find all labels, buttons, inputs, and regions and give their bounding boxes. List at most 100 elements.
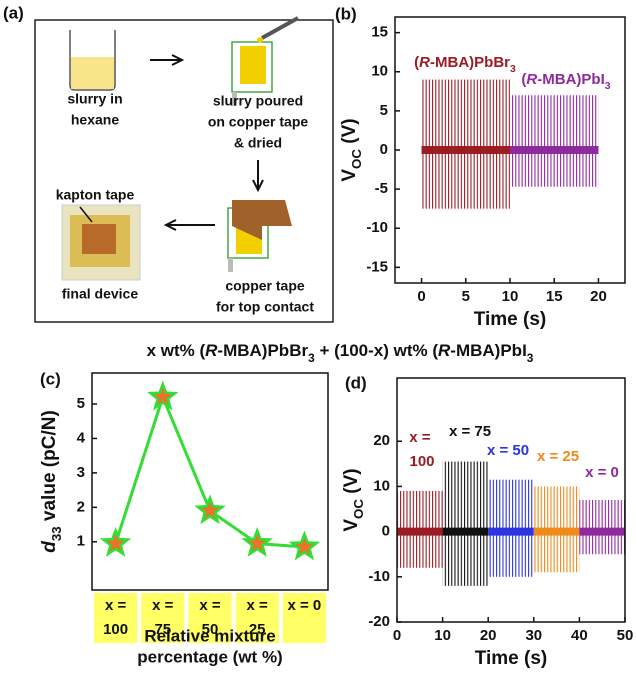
baseline <box>397 527 443 536</box>
signal-band <box>442 461 489 586</box>
legend-label: (R-MBA)PbI3​ <box>521 71 610 92</box>
y-tick-label: 5 <box>77 395 85 412</box>
star-marker <box>288 530 321 561</box>
y-tick-label: -20 <box>368 613 390 630</box>
star-marker <box>146 380 179 411</box>
x-tick-label: x = 50 <box>199 597 221 638</box>
category-box <box>188 593 232 643</box>
arrow <box>252 160 264 193</box>
frame <box>34 19 334 323</box>
drop <box>257 37 263 43</box>
annotation: kapton tape <box>56 187 135 203</box>
star-marker <box>194 494 226 525</box>
signal-band <box>579 500 625 555</box>
plot-frame <box>91 372 329 591</box>
y-tick-label: 3 <box>77 464 85 481</box>
legend-label: x = 25 <box>537 448 579 465</box>
y-tick-label: 5 <box>380 102 388 119</box>
baseline <box>510 146 599 154</box>
signal-band <box>421 79 510 209</box>
baseline <box>579 527 625 536</box>
y-tick-label: 0 <box>382 523 390 540</box>
x-axis-title: Relative mixture <box>144 626 275 645</box>
x-tick-label: 5 <box>462 288 470 305</box>
pointer <box>79 206 93 223</box>
step-label: hexane <box>71 112 119 128</box>
copper-tape <box>232 200 292 240</box>
pipette <box>261 16 299 40</box>
legend-label: (R-MBA)PbBr3​ <box>414 54 516 75</box>
slurry <box>71 57 114 89</box>
x-axis-title: Time (s) <box>474 309 547 330</box>
x-tick-label: 20 <box>480 627 497 644</box>
y-tick-label: 4 <box>77 429 86 446</box>
plot-frame <box>394 16 626 284</box>
arrow <box>150 54 185 66</box>
slurry-film <box>240 46 266 84</box>
baseline <box>442 527 489 536</box>
legend-label: x = 100 <box>409 429 434 470</box>
signal-band <box>510 95 599 187</box>
x-tick-label: 20 <box>590 288 607 305</box>
star-marker <box>99 526 132 557</box>
y-tick-label: 1 <box>77 533 85 550</box>
baseline <box>533 527 580 536</box>
step-label: final device <box>62 286 138 302</box>
y-tick-label: 2 <box>77 498 85 515</box>
x-axis-title: percentage (wt %) <box>137 647 282 666</box>
step-label: & dried <box>234 135 282 151</box>
x-axis-title: Time (s) <box>475 648 548 669</box>
panel-label: (a) <box>3 3 24 22</box>
panel-label: (b) <box>335 4 357 23</box>
x-tick-label: 50 <box>617 627 634 644</box>
x-tick-label: 40 <box>571 627 588 644</box>
x-tick-label: 15 <box>546 288 563 305</box>
category-box <box>141 593 185 643</box>
y-tick-label: -5 <box>375 180 388 197</box>
panel-label: (c) <box>40 369 61 388</box>
x-tick-label: 10 <box>434 627 451 644</box>
x-tick-label: 30 <box>525 627 542 644</box>
legend-label: x = 50 <box>487 442 529 459</box>
step-label: copper tape <box>225 278 305 294</box>
y-axis-title: VOC (V) <box>341 468 366 531</box>
plot-frame <box>396 377 626 623</box>
y-tick-label: 15 <box>371 24 388 41</box>
legend-label: x = 0 <box>585 464 619 481</box>
y-tick-label: 20 <box>373 432 390 449</box>
step-label: for top contact <box>216 299 314 315</box>
y-tick-label: -15 <box>366 258 388 275</box>
diagram: (a) kapton tape <box>3 3 334 323</box>
x-tick-label: x = 100 <box>103 597 128 638</box>
x-tick-label: 10 <box>502 288 519 305</box>
x-tick-label: x = 25 <box>247 597 269 638</box>
y-tick-label: 10 <box>373 477 390 494</box>
y-tick-label: 0 <box>380 141 388 158</box>
beaker <box>69 30 116 91</box>
step-label: slurry in <box>67 91 122 107</box>
baseline <box>421 146 510 154</box>
step-label: on copper tape <box>208 114 309 130</box>
panel-label: (d) <box>345 373 367 392</box>
copper <box>82 224 116 254</box>
x-tick-label: 0 <box>417 288 425 305</box>
y-tick-label: -10 <box>366 219 388 236</box>
legend-label: x = 75 <box>449 423 491 440</box>
category-box <box>282 593 326 643</box>
y-axis-title: VOC (V) <box>339 118 364 181</box>
line <box>114 392 305 549</box>
figure-title: x wt% (R-MBA)PbBr3​ + (100-x) wt% (R-MBA… <box>147 341 534 365</box>
x-tick-label: x = 0 <box>288 597 322 614</box>
lead <box>232 92 237 106</box>
y-axis-title: d33 value (pC/N) <box>39 410 64 553</box>
star-marker <box>241 526 274 557</box>
category-box <box>235 593 279 643</box>
y-tick-label: 10 <box>371 63 388 80</box>
baseline <box>488 527 534 536</box>
step-label: slurry poured <box>213 93 303 109</box>
lead <box>228 258 233 272</box>
x-tick-label: x = 75 <box>152 597 174 638</box>
x-tick-label: 0 <box>393 627 401 644</box>
arrow <box>163 219 215 231</box>
